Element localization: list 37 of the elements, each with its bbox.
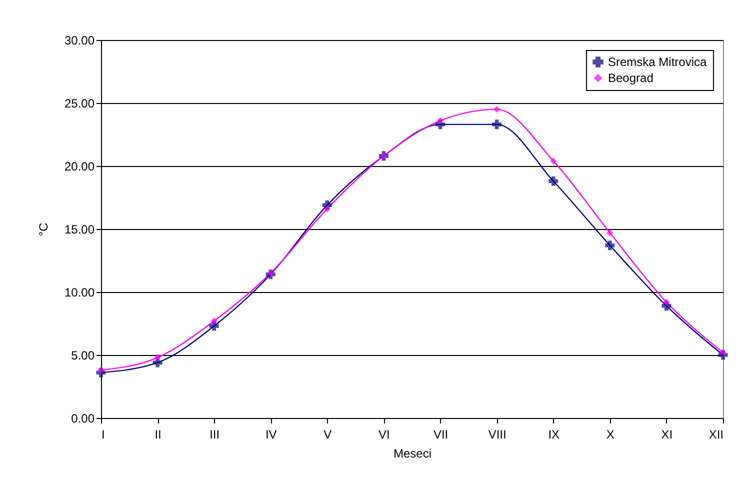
point (606, 229, 614, 236)
point (663, 298, 670, 306)
point (605, 240, 615, 250)
y-tick-label: 20.00 (64, 160, 95, 174)
legend-label: Beograd (608, 71, 654, 85)
point (210, 318, 218, 324)
x-tick-label: IV (265, 428, 277, 442)
point (267, 270, 274, 276)
point (154, 354, 161, 361)
legend-label: Sremska Mitrovica (608, 55, 708, 69)
x-tick-label: I (102, 428, 105, 442)
x-tick-label: XI (661, 428, 673, 442)
x-tick-label: VIII (488, 428, 506, 442)
y-tick-label: 30.00 (64, 34, 95, 48)
x-tick-label: V (324, 428, 332, 442)
point (436, 117, 444, 124)
y-tick-label: 5.00 (71, 348, 95, 362)
y-tick-label: 25.00 (64, 96, 95, 110)
point (550, 158, 557, 164)
x-tick-label: IX (548, 428, 560, 442)
x-tick-label: VI (378, 428, 390, 442)
point (493, 106, 500, 113)
y-tick-label: 15.00 (64, 222, 95, 236)
y-tick-label: 0.00 (71, 412, 95, 426)
point (492, 120, 502, 130)
x-tick-label: VII (433, 428, 448, 442)
x-tick-label: XII (708, 428, 724, 442)
y-axis-title: °C (36, 222, 50, 236)
y-tick-label: 10.00 (64, 286, 95, 300)
point (720, 349, 726, 356)
x-tick-label: III (210, 428, 220, 442)
x-axis-title: Meseci (393, 446, 432, 460)
point (324, 205, 331, 212)
x-tick-label: II (154, 428, 162, 442)
point (98, 366, 104, 374)
point (548, 176, 558, 186)
x-tick-label: X (606, 428, 614, 442)
